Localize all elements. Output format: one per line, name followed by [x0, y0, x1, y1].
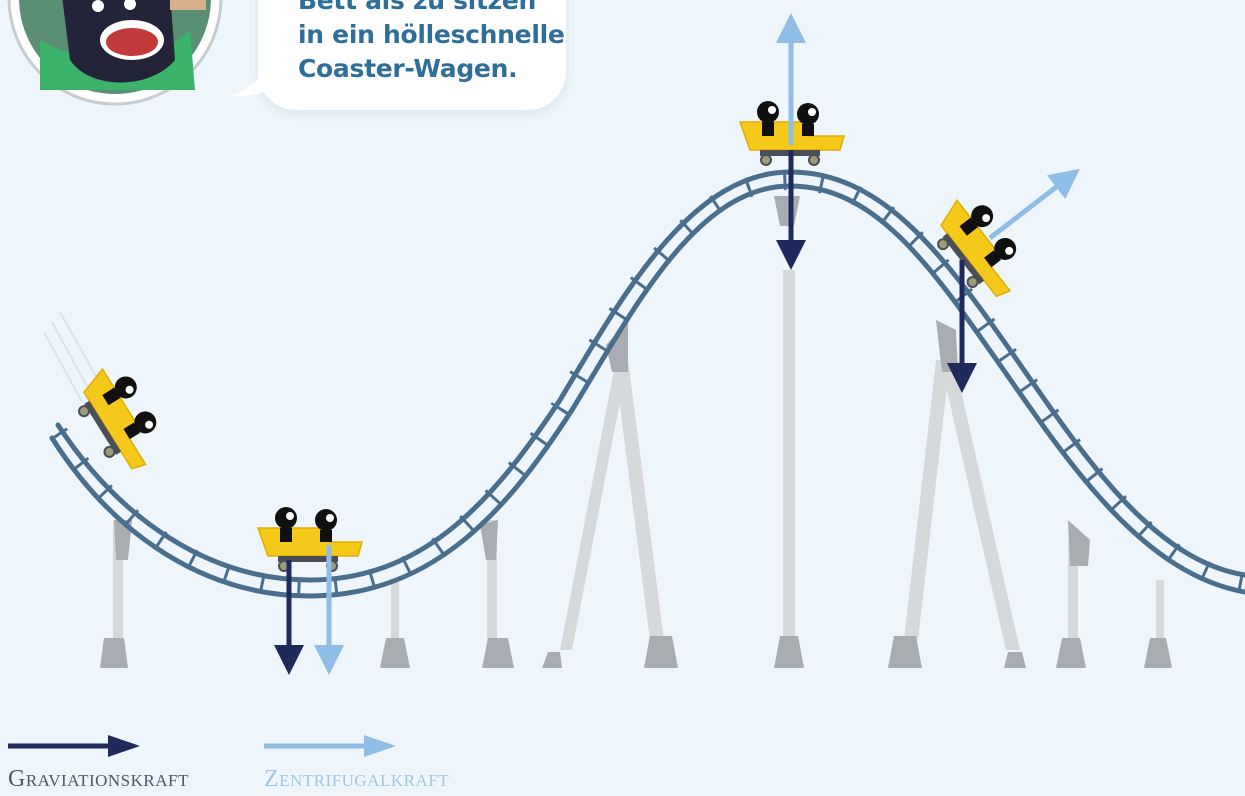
legend-centrifugal-label: Zentrifugalkraft: [264, 766, 450, 792]
speech-bubble: Bett als zu sitzen in ein hölleschnelle …: [258, 0, 566, 110]
legend-gravity-arrow-icon: [8, 735, 140, 757]
track-supports: [100, 196, 1172, 668]
coaster-cart-icon: [922, 186, 1039, 310]
legend-gravity-label: Graviationskraft: [8, 766, 189, 792]
speech-line: Coaster-Wagen.: [298, 54, 518, 83]
coaster-track: [49, 169, 1245, 599]
legend-centrifugal-arrow-icon: [264, 735, 396, 757]
gravity-arrow-icon: [274, 150, 977, 675]
speech-bubble-tail: [228, 60, 286, 97]
monster-avatar-icon: [7, 0, 223, 106]
speech-line: Bett als zu sitzen: [298, 0, 536, 15]
centrifugal-arrow-icon: [314, 13, 1080, 675]
speech-bubble-text: Bett als zu sitzen in ein hölleschnelle …: [298, 0, 565, 86]
speech-line: in ein hölleschnelle: [298, 20, 565, 49]
motion-lines: [43, 311, 99, 403]
coaster-cart-icon: [257, 506, 363, 572]
